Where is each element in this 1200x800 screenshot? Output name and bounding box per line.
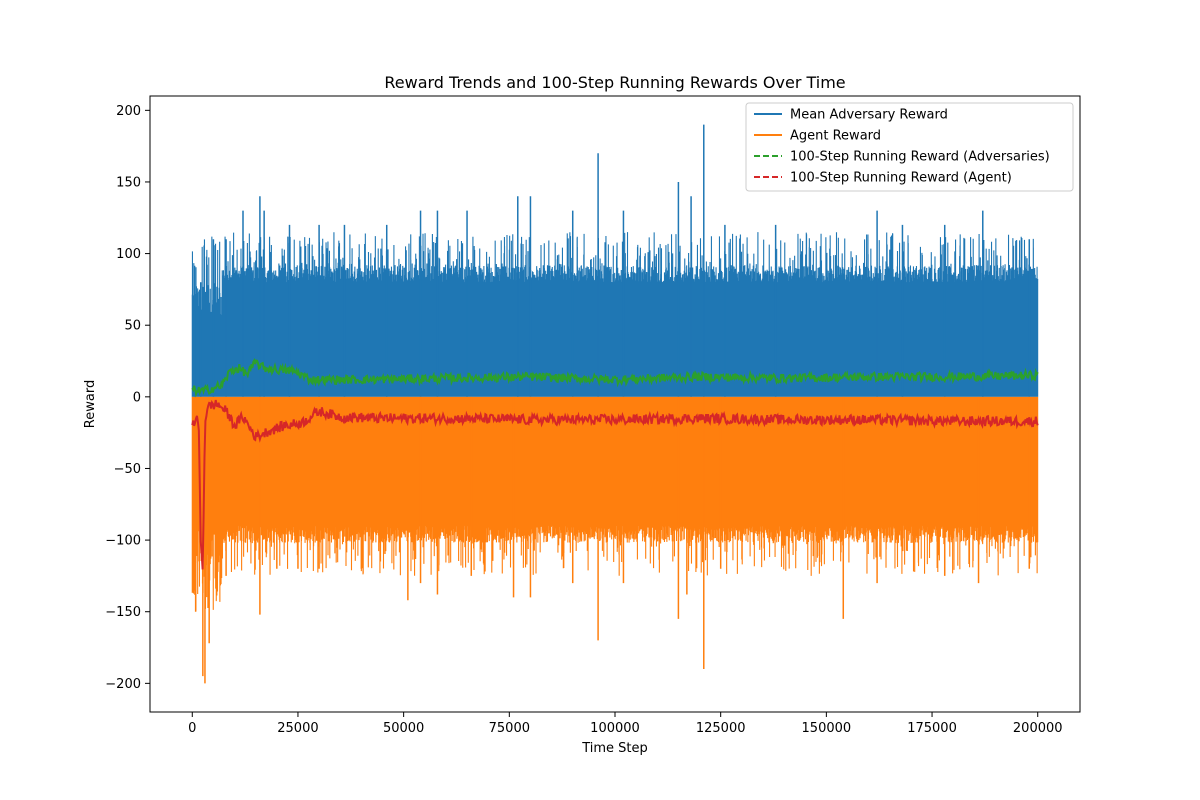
y-axis: −200 −150 −100 −50 0 50 100 150 200 — [105, 104, 150, 692]
y-tick-label: 50 — [124, 319, 141, 334]
series-running-adversaries — [191, 358, 1039, 398]
series-layer — [191, 124, 1039, 684]
y-axis-title: Reward — [83, 380, 98, 428]
legend-label: Agent Reward — [790, 129, 881, 144]
x-tick-label: 75000 — [489, 721, 530, 736]
x-axis-title: Time Step — [581, 741, 648, 756]
y-tick-label: 100 — [116, 247, 141, 262]
x-tick-label: 175000 — [907, 721, 957, 736]
y-tick-label: 0 — [133, 390, 141, 405]
y-tick-label: −150 — [105, 605, 141, 620]
y-tick-label: −100 — [105, 534, 141, 549]
y-tick-label: −200 — [105, 677, 141, 692]
legend-label: 100-Step Running Reward (Adversaries) — [790, 150, 1050, 165]
x-tick-label: 200000 — [1013, 721, 1063, 736]
legend-label: 100-Step Running Reward (Agent) — [790, 171, 1012, 186]
series-agent-reward — [191, 396, 1039, 611]
x-tick-label: 0 — [188, 721, 196, 736]
x-axis: 0 25000 50000 75000 100000 125000 150000 175000… — [188, 712, 1063, 736]
x-tick-label: 50000 — [383, 721, 424, 736]
legend-label: Mean Adversary Reward — [790, 108, 948, 123]
y-tick-label: 200 — [116, 104, 141, 119]
x-tick-label: 25000 — [277, 721, 318, 736]
series-adversary-reward — [191, 232, 1039, 397]
chart-title: Reward Trends and 100-Step Running Rewar… — [384, 73, 845, 92]
x-tick-label: 150000 — [802, 721, 852, 736]
y-tick-label: 150 — [116, 175, 141, 190]
x-tick-label: 125000 — [696, 721, 746, 736]
y-tick-label: −50 — [114, 462, 141, 477]
x-tick-label: 100000 — [590, 721, 640, 736]
series-running-agent — [191, 399, 1039, 570]
legend-box — [745, 102, 1074, 192]
legend: Mean Adversary Reward Agent Reward 100-Ste… — [745, 102, 1074, 192]
